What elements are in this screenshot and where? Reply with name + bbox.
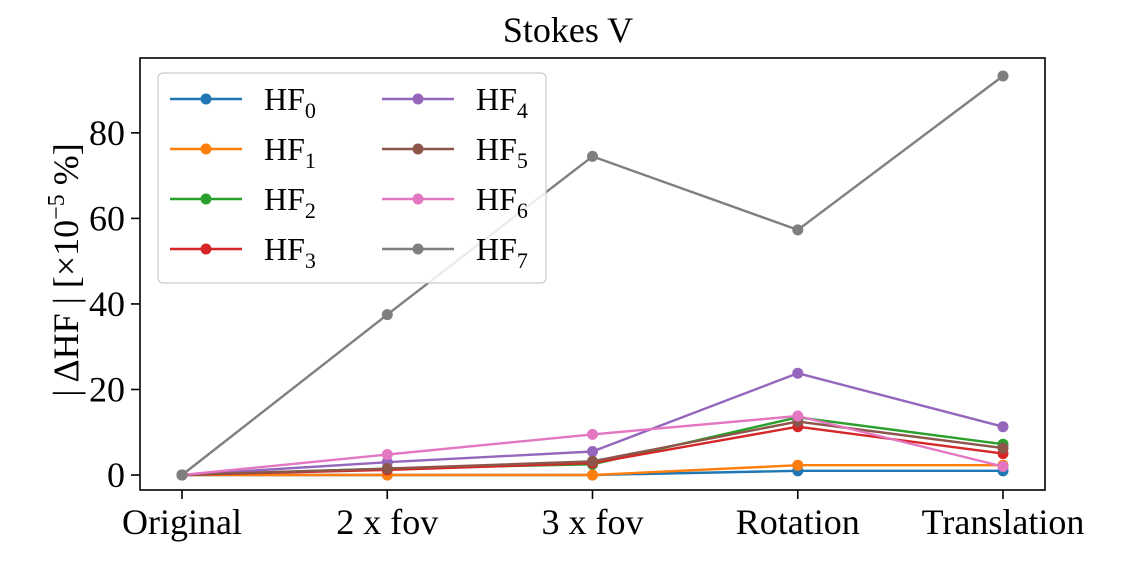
legend-swatch-marker-hf3 (200, 243, 212, 255)
y-tick-label: 60 (89, 198, 125, 238)
x-tick-label: Original (122, 502, 242, 542)
legend-label-name: HF (264, 181, 305, 217)
legend-label-hf7: HF7 (476, 231, 528, 273)
y-tick-label: 0 (107, 455, 125, 495)
x-tick-label: 3 x fov (542, 502, 644, 542)
legend-swatch-marker-hf7 (412, 243, 424, 255)
legend-label-hf0: HF0 (264, 81, 316, 123)
legend-label-hf1: HF1 (264, 131, 316, 173)
legend-swatch-marker-hf2 (200, 193, 212, 205)
legend-swatch-marker-hf6 (412, 193, 424, 205)
legend-label-subscript: 0 (305, 98, 316, 123)
legend-label-subscript: 4 (517, 98, 528, 123)
legend-label-name: HF (476, 181, 517, 217)
legend-label-subscript: 7 (517, 248, 528, 273)
legend-label-subscript: 5 (517, 148, 528, 173)
y-axis-label: | ΔHF | [×10−5 %] (44, 143, 86, 396)
legend-label-hf3: HF3 (264, 231, 316, 273)
y-tick-label: 20 (89, 369, 125, 409)
legend-label-name: HF (264, 231, 305, 267)
legend-label-subscript: 3 (305, 248, 316, 273)
data-point-hf1-2 (587, 469, 598, 481)
data-point-hf7-3 (792, 224, 804, 236)
legend-label-name: HF (264, 131, 305, 167)
x-tick-label: Rotation (736, 502, 860, 542)
data-point-hf6-2 (587, 428, 598, 440)
data-point-hf1-3 (792, 459, 804, 471)
data-point-hf7-1 (381, 309, 393, 321)
data-point-hf6-3 (792, 410, 804, 422)
legend-label-hf5: HF5 (476, 131, 528, 173)
y-tick-label: 80 (89, 113, 125, 153)
legend-label-hf2: HF2 (264, 181, 316, 223)
x-tick-label: 2 x fov (336, 502, 438, 542)
y-axis-label-suffix: %] (46, 143, 86, 194)
data-point-hf4-3 (792, 367, 804, 379)
y-axis-label-exponent: −5 (44, 194, 70, 220)
data-point-hf4-4 (997, 421, 1009, 433)
legend-label-name: HF (264, 81, 305, 117)
data-point-hf5-4 (997, 442, 1009, 454)
data-point-hf6-1 (381, 449, 393, 460)
legend-swatch-marker-hf5 (412, 143, 424, 155)
data-point-hf4-2 (587, 446, 598, 457)
legend-swatch-marker-hf1 (200, 143, 212, 155)
legend-label-hf6: HF6 (476, 181, 528, 223)
legend-label-name: HF (476, 231, 517, 267)
data-point-hf5-1 (381, 463, 393, 475)
legend-box (157, 72, 547, 284)
legend-label-subscript: 1 (305, 148, 316, 173)
legend-label-name: HF (476, 81, 517, 117)
data-point-hf6-4 (997, 461, 1009, 472)
chart-title: Stokes V (503, 10, 633, 50)
data-point-hf5-2 (587, 455, 598, 467)
legend-label-hf4: HF4 (476, 81, 528, 123)
y-axis-label-main: | ΔHF | [×10 (46, 220, 86, 397)
legend-swatch-marker-hf0 (200, 93, 212, 105)
legend-label-name: HF (476, 131, 517, 167)
x-tick-label: Translation (922, 502, 1085, 542)
legend-label-subscript: 6 (517, 198, 528, 223)
legend-label-subscript: 2 (305, 198, 316, 223)
legend-swatch-marker-hf4 (412, 93, 424, 105)
data-point-hf7-2 (587, 150, 598, 162)
data-point-hf7-4 (997, 70, 1009, 82)
data-point-hf7-0 (176, 469, 188, 481)
y-tick-label: 40 (89, 284, 125, 324)
